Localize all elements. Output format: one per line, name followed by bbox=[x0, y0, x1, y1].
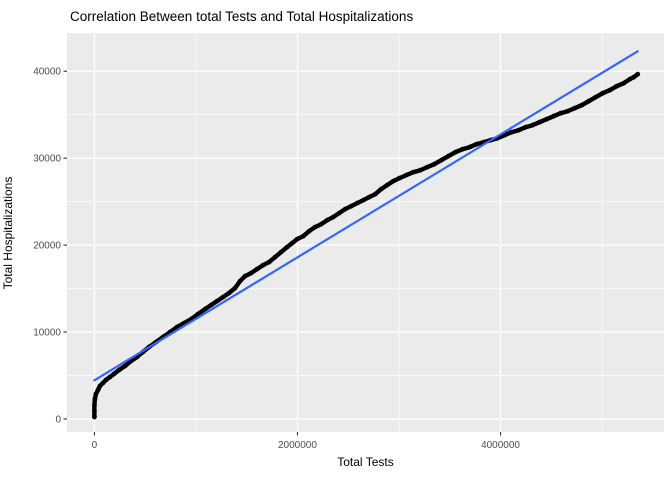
scatter-point bbox=[266, 259, 272, 265]
scatter-point bbox=[289, 240, 295, 246]
scatter-point bbox=[366, 194, 372, 200]
scatter-point bbox=[242, 273, 248, 279]
scatter-point bbox=[294, 236, 300, 242]
scatter-point bbox=[237, 278, 243, 284]
scatter-point bbox=[586, 98, 592, 104]
scatter-point bbox=[278, 249, 284, 255]
scatter-point bbox=[202, 306, 208, 312]
scatter-point bbox=[111, 371, 117, 377]
scatter-point bbox=[410, 169, 416, 175]
scatter-point bbox=[272, 254, 278, 260]
scatter-point bbox=[92, 414, 97, 420]
scatter-point bbox=[360, 197, 366, 203]
scatter-point bbox=[516, 127, 521, 133]
scatter-point bbox=[438, 157, 444, 163]
scatter-point bbox=[254, 266, 260, 272]
scatter-point bbox=[336, 210, 342, 216]
scatter-point bbox=[330, 214, 336, 220]
scatter-point bbox=[631, 74, 637, 80]
regression-line bbox=[93, 50, 639, 382]
x-tick-label: 0 bbox=[92, 440, 98, 451]
scatter-point bbox=[572, 105, 578, 111]
scatter-point bbox=[220, 294, 226, 300]
scatter-point bbox=[614, 83, 620, 89]
scatter-point bbox=[372, 191, 378, 197]
scatter-point bbox=[460, 146, 465, 152]
scatter-point bbox=[97, 383, 103, 389]
scatter-point bbox=[208, 302, 214, 308]
scatter-point bbox=[403, 172, 409, 178]
scatter-point bbox=[621, 80, 627, 86]
scatter-point bbox=[107, 374, 113, 380]
scatter-point bbox=[384, 182, 390, 188]
y-tick-label: 0 bbox=[55, 414, 61, 425]
scatter-point bbox=[195, 311, 201, 317]
scatter-point bbox=[95, 387, 101, 393]
scatter-point bbox=[424, 164, 430, 170]
scatter-point bbox=[600, 90, 606, 96]
scatter-point bbox=[509, 129, 514, 135]
scatter-point bbox=[431, 161, 437, 167]
scatter-point bbox=[92, 402, 97, 408]
scatter-point bbox=[378, 186, 384, 192]
chart-title: Correlation Between total Tests and Tota… bbox=[70, 9, 414, 24]
scatter-point bbox=[92, 408, 97, 414]
y-tick-label: 30000 bbox=[33, 154, 61, 165]
scatter-point bbox=[523, 124, 528, 130]
scatter-point bbox=[260, 262, 266, 268]
scatter-point bbox=[635, 71, 641, 77]
scatter-point bbox=[174, 324, 180, 330]
plot-panel bbox=[67, 33, 664, 432]
scatter-point bbox=[342, 206, 348, 212]
scatter-point bbox=[551, 113, 556, 119]
scatter-point bbox=[530, 122, 535, 128]
scatter-point bbox=[607, 87, 613, 93]
scatter-point bbox=[390, 178, 396, 184]
scatter-point bbox=[558, 110, 563, 116]
scatter-point bbox=[248, 270, 254, 276]
scatter-point bbox=[593, 94, 599, 100]
scatter-point bbox=[565, 108, 570, 114]
y-tick-label: 20000 bbox=[33, 241, 61, 252]
scatter-point bbox=[116, 367, 122, 373]
scatter-point bbox=[226, 290, 232, 296]
x-tick-label: 2000000 bbox=[278, 440, 317, 451]
scatter-point bbox=[579, 102, 585, 108]
scatter-point bbox=[417, 167, 423, 173]
scatter-point bbox=[312, 224, 318, 230]
scatter-point bbox=[92, 396, 98, 402]
scatter-point bbox=[122, 363, 128, 369]
scatter-point bbox=[537, 119, 542, 125]
scatter-point bbox=[396, 175, 402, 181]
scatter-point bbox=[100, 380, 106, 386]
scatter-point bbox=[232, 285, 238, 291]
scatter-point bbox=[300, 233, 306, 239]
scatter-point bbox=[306, 228, 312, 234]
scatter-point bbox=[502, 132, 507, 138]
scatter-point bbox=[445, 153, 451, 159]
scatter-point bbox=[348, 203, 354, 209]
y-tick-label: 40000 bbox=[33, 67, 61, 78]
scatter-point bbox=[544, 116, 549, 122]
scatter-point bbox=[627, 76, 633, 82]
y-tick-label: 10000 bbox=[33, 328, 61, 339]
scatter-point bbox=[453, 149, 458, 155]
scatter-point bbox=[103, 377, 109, 383]
scatter-point bbox=[354, 200, 360, 206]
y-axis-title: Total Hospitalizations bbox=[1, 176, 15, 290]
scatter-point bbox=[467, 144, 472, 150]
x-axis-title: Total Tests bbox=[337, 455, 394, 469]
x-tick-label: 4000000 bbox=[481, 440, 520, 451]
scatter-point bbox=[214, 298, 220, 304]
scatter-point bbox=[318, 221, 324, 227]
scatter-point bbox=[93, 391, 99, 397]
scatter-point bbox=[284, 244, 290, 250]
scatter-point bbox=[474, 141, 479, 147]
scatter-point bbox=[324, 217, 330, 223]
